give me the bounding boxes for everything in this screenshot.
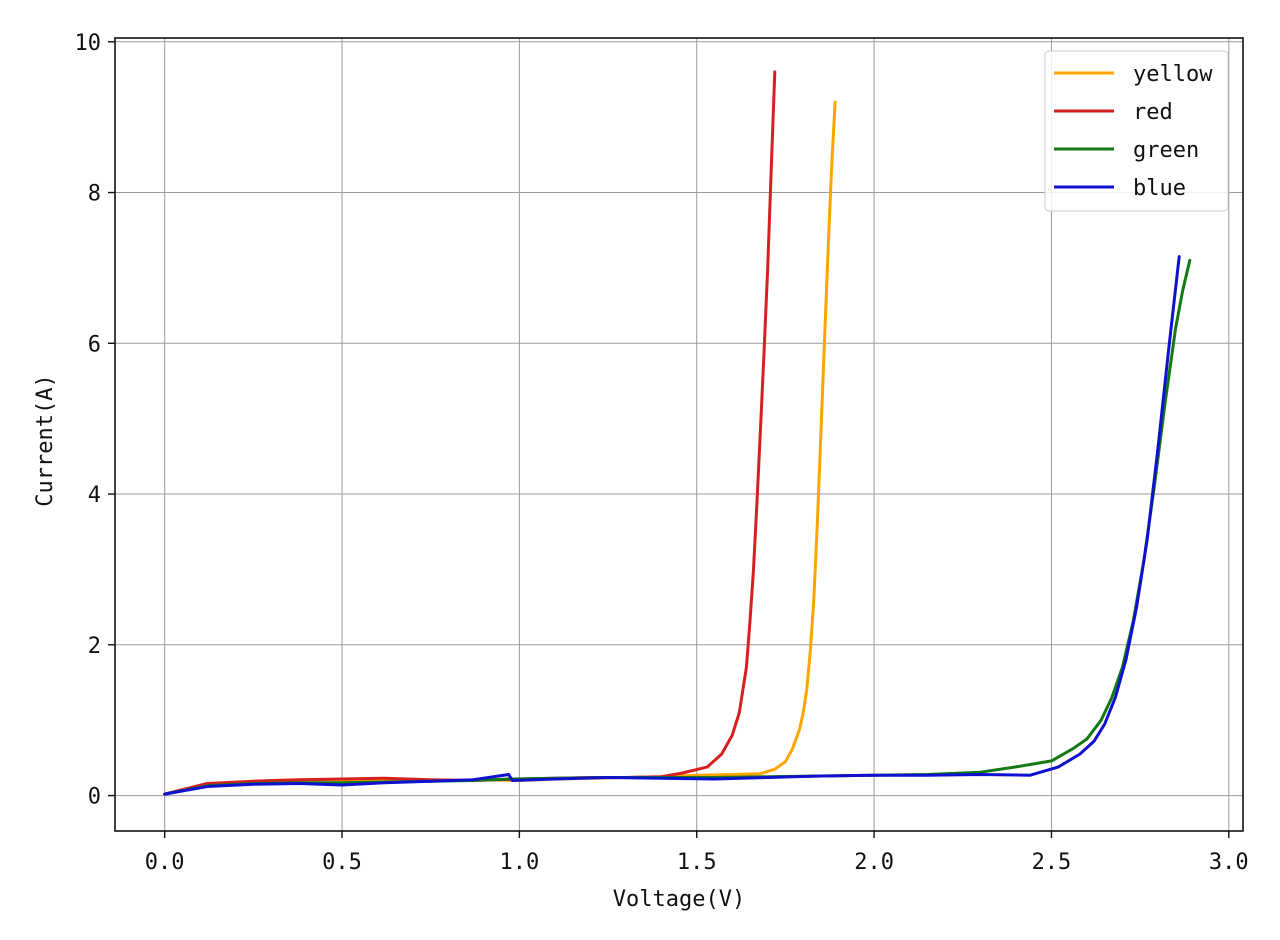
legend-label-green: green: [1133, 138, 1199, 163]
y-tick-label: 8: [88, 182, 101, 207]
y-tick-label: 10: [75, 31, 102, 56]
legend: yellow red green blue: [1044, 50, 1229, 212]
y-tick-label: 2: [88, 634, 101, 659]
plot-area-frame: [114, 37, 1244, 832]
legend-label-yellow: yellow: [1133, 62, 1213, 87]
x-tick-label: 1.5: [677, 850, 717, 875]
x-tick-label: 0.5: [322, 850, 362, 875]
y-tick-label: 0: [88, 785, 101, 810]
x-tick-label: 2.5: [1032, 850, 1072, 875]
y-tick-label: 6: [88, 332, 101, 357]
data-series: [163, 70, 1192, 796]
axis-ticks: 0.0 0.5 1.0 1.5 2.0 2.5 3.0 0 2 4 6 8 10: [75, 31, 1249, 875]
legend-label-red: red: [1133, 100, 1173, 125]
y-axis-label: Current(A): [33, 374, 58, 506]
grid-lines: [115, 38, 1243, 831]
x-tick-label: 0.0: [145, 850, 185, 875]
legend-box: [1044, 50, 1229, 212]
series-line-blue: [163, 255, 1181, 796]
x-axis-label: Voltage(V): [613, 887, 745, 912]
x-tick-label: 1.0: [500, 850, 540, 875]
legend-label-blue: blue: [1133, 176, 1186, 201]
x-tick-label: 3.0: [1209, 850, 1249, 875]
series-line-red: [163, 70, 777, 796]
y-tick-label: 4: [88, 483, 101, 508]
x-tick-label: 2.0: [854, 850, 894, 875]
